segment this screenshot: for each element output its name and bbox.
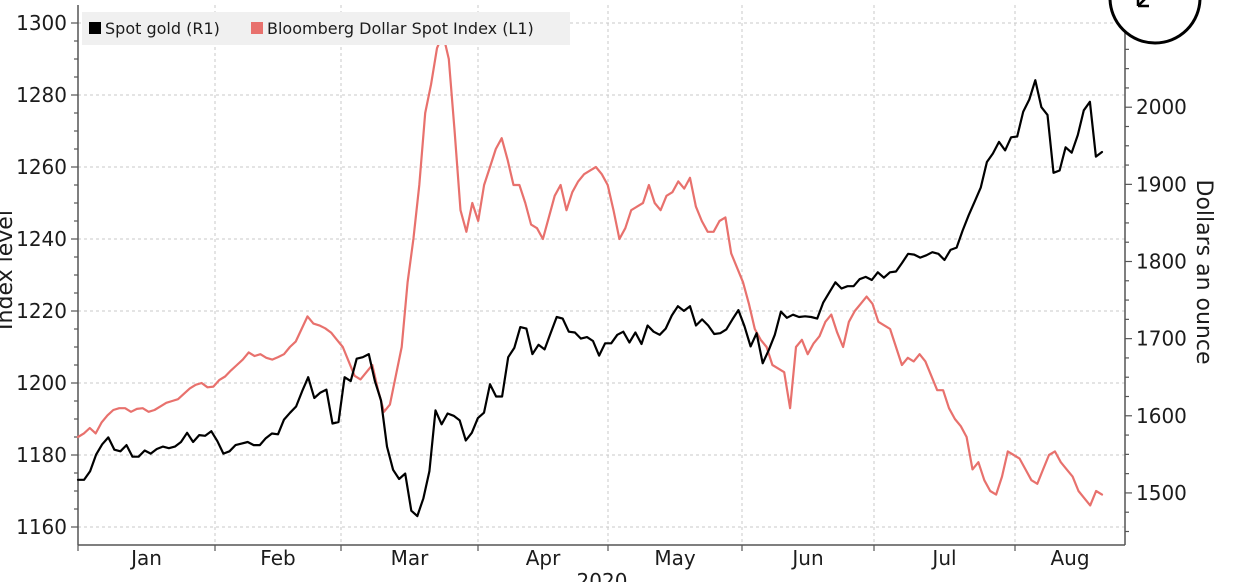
legend-background — [82, 12, 570, 45]
x-tick-label-feb: Feb — [260, 546, 295, 570]
left-y-axis-title: Index level — [0, 210, 18, 330]
right-y-tick-label: 2000 — [1136, 95, 1187, 119]
series-layer — [76, 32, 1104, 518]
expand-icon[interactable] — [1108, 0, 1202, 45]
left-y-tick-label: 1300 — [16, 11, 67, 35]
x-tick-label-mar: Mar — [391, 546, 430, 570]
left-y-tick-label: 1280 — [16, 83, 67, 107]
right-y-axis-title: Dollars an ounce — [1191, 179, 1216, 364]
x-tick-label-jun: Jun — [790, 546, 823, 570]
legend-label-dollar: Bloomberg Dollar Spot Index (L1) — [267, 19, 534, 38]
right-y-tick-label: 1700 — [1136, 327, 1187, 351]
x-axis-title: 2020 — [577, 569, 628, 582]
legend-label-gold: Spot gold (R1) — [105, 19, 220, 38]
left-y-tick-label: 1180 — [16, 443, 67, 467]
x-tick-label-may: May — [654, 546, 696, 570]
right-y-tick-label: 1900 — [1136, 172, 1187, 196]
axes-layer — [77, 5, 1126, 546]
series-line-dollar-index — [76, 32, 1104, 507]
grid-layer — [78, 5, 1125, 545]
x-tick-label-aug: Aug — [1050, 546, 1089, 570]
legend-swatch-dollar — [251, 22, 263, 34]
left-y-tick-label: 1160 — [16, 515, 67, 539]
ticks-layer: Jan Feb Mar Apr May Jun Jul Aug 1160 1180 1200 1220… — [16, 11, 1187, 570]
right-y-tick-label: 1600 — [1136, 404, 1187, 428]
left-y-tick-label: 1220 — [16, 299, 67, 323]
right-y-tick-label: 1500 — [1136, 481, 1187, 505]
legend-swatch-gold — [89, 22, 101, 34]
legend: Spot gold (R1) Bloomberg Dollar Spot Ind… — [82, 12, 570, 45]
left-y-tick-label: 1240 — [16, 227, 67, 251]
x-tick-label-jul: Jul — [930, 546, 956, 570]
x-tick-label-jan: Jan — [129, 546, 162, 570]
series-line-spot-gold — [76, 79, 1104, 518]
left-y-tick-label: 1260 — [16, 155, 67, 179]
right-y-tick-label: 1800 — [1136, 250, 1187, 274]
left-y-tick-label: 1200 — [16, 371, 67, 395]
x-tick-label-apr: Apr — [526, 546, 561, 570]
